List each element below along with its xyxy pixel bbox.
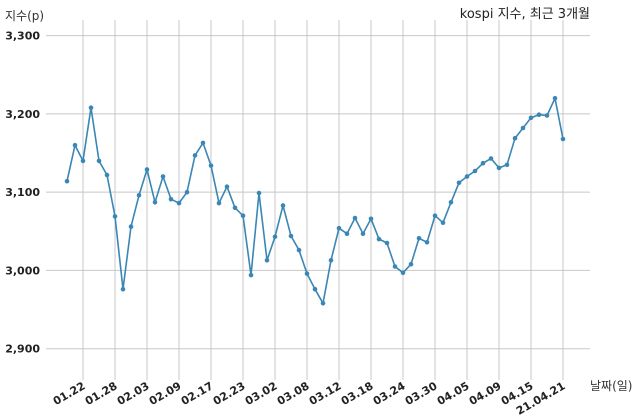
x-axis-ticks: 01.2201.2802.0302.0902.1702.2303.0203.08… (51, 379, 568, 418)
data-point (384, 240, 390, 246)
data-point (296, 247, 302, 253)
data-point (480, 160, 486, 166)
data-point (256, 190, 262, 196)
data-point (264, 258, 270, 263)
data-point (488, 156, 494, 161)
data-point (504, 162, 510, 168)
data-point (200, 140, 206, 146)
x-tick-label: 04.05 (435, 379, 472, 408)
data-point (272, 234, 278, 240)
data-point (360, 231, 366, 236)
x-tick-label: 01.28 (83, 379, 120, 408)
data-point (104, 172, 110, 178)
grid (46, 20, 590, 380)
data-point (144, 167, 150, 172)
series-points (64, 96, 566, 306)
data-point (376, 236, 382, 242)
data-point (456, 180, 462, 186)
x-tick-label: 03.18 (339, 379, 376, 408)
data-point (240, 213, 246, 218)
x-tick-label: 02.09 (147, 379, 184, 408)
data-point (464, 174, 470, 179)
data-point (400, 270, 406, 276)
data-point (232, 205, 238, 211)
data-point (336, 225, 342, 231)
y-tick-label: 3,300 (5, 30, 40, 43)
data-point (136, 193, 142, 198)
data-point (96, 158, 102, 164)
data-point (320, 301, 326, 306)
series-line (66, 95, 564, 306)
y-tick-label: 3,200 (5, 108, 40, 121)
data-point (448, 200, 454, 205)
data-point (552, 96, 558, 101)
data-point (160, 174, 166, 179)
x-tick-label: 01.22 (51, 379, 88, 408)
data-point (440, 220, 446, 225)
data-point (288, 233, 294, 239)
data-point (80, 158, 86, 164)
data-point (536, 112, 542, 117)
data-point (216, 200, 222, 206)
data-point (64, 178, 70, 184)
chart-title: kospi 지수, 최근 3개월 (460, 7, 590, 22)
x-tick-label: 03.02 (243, 379, 280, 408)
x-tick-label: 02.23 (211, 379, 248, 408)
data-point (328, 258, 334, 263)
x-tick-label: 03.30 (403, 379, 440, 408)
data-point (344, 231, 350, 236)
data-point (168, 196, 174, 202)
data-point (120, 286, 126, 292)
data-point (416, 236, 422, 241)
data-point (312, 286, 318, 292)
x-tick-label: 04.09 (467, 379, 504, 408)
data-point (544, 113, 550, 118)
data-point (224, 184, 230, 189)
data-point (248, 272, 254, 278)
data-point (304, 271, 310, 276)
y-tick-label: 2,900 (5, 343, 40, 356)
x-tick-label: 03.24 (371, 379, 408, 408)
data-point (496, 165, 502, 171)
data-point (152, 200, 158, 205)
data-point (560, 136, 566, 142)
y-axis-ticks: 2,900 3,000 3,100 3,200 3,300 (5, 30, 40, 356)
data-point (520, 125, 526, 131)
data-point (432, 213, 438, 218)
data-point (72, 142, 78, 148)
data-point (528, 115, 534, 121)
data-point (112, 214, 118, 219)
data-point (192, 153, 198, 158)
data-point (208, 163, 214, 168)
data-point (392, 264, 398, 269)
data-point (472, 168, 478, 174)
data-point (424, 240, 430, 245)
data-point (408, 261, 414, 267)
x-axis-label: 날짜(일) (590, 379, 632, 393)
x-tick-label: 02.03 (115, 379, 152, 408)
data-point (88, 105, 94, 110)
data-point (512, 135, 518, 141)
y-tick-label: 3,000 (5, 264, 40, 277)
data-point (176, 200, 182, 206)
y-axis-label: 지수(p) (5, 9, 44, 23)
data-point (128, 224, 134, 229)
data-point (280, 203, 286, 208)
data-point (352, 215, 358, 221)
data-point (184, 189, 190, 195)
x-tick-label: 03.12 (307, 379, 344, 408)
x-tick-label: 02.17 (179, 379, 216, 408)
data-point (368, 216, 374, 222)
y-tick-label: 3,100 (5, 186, 40, 199)
x-tick-label: 03.08 (275, 379, 312, 408)
